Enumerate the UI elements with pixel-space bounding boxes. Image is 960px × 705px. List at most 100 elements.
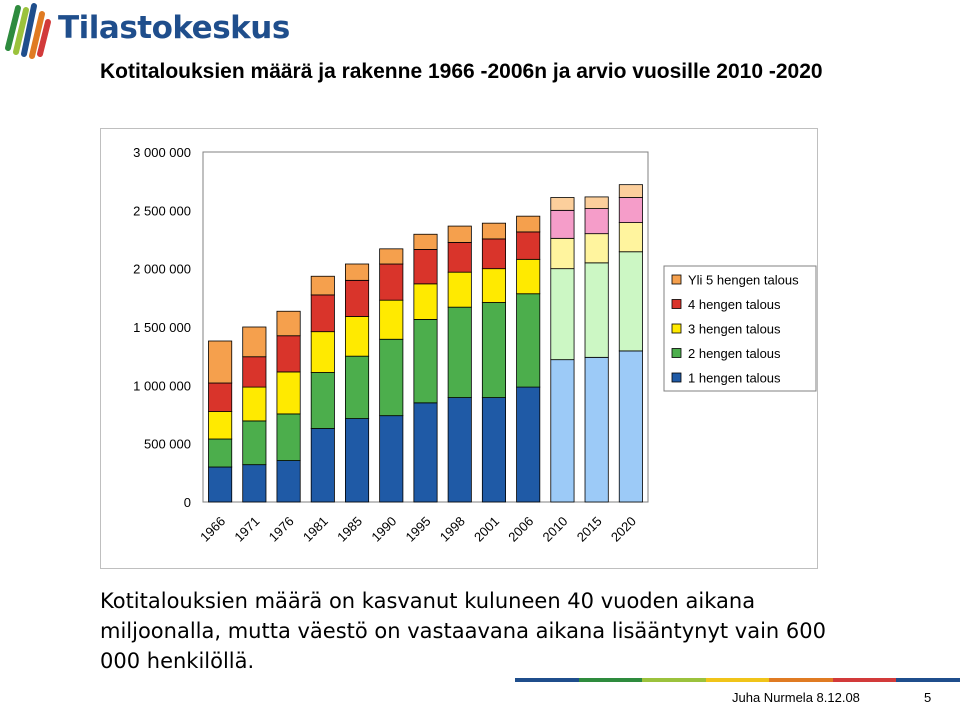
y-tick-label: 0 [184,495,191,510]
bar-segment [310,294,335,333]
bar-segment [208,438,233,468]
legend-label: Yli 5 hengen talous [688,273,799,288]
bar-segment [516,293,541,388]
footer-bar-segment [642,678,706,682]
bar-segment [379,338,404,417]
bar-segment [481,222,507,240]
bar-segment [550,197,575,211]
legend-box [663,265,817,392]
x-tick-label: 2010 [539,514,570,545]
stacked-bar-chart: 0 500 000 1 000 000 1 500 000 2 000 000 2 500… [133,145,817,545]
bar-segment [208,466,233,503]
bar-segment [550,268,575,361]
bar-segment [242,420,267,466]
legend-label: 1 hengen talous [688,371,781,386]
y-tick-label: 500 000 [144,437,191,452]
tilastokeskus-logo-icon [5,3,51,59]
bar-segment [208,382,233,412]
tilastokeskus-logo: Tilastokeskus [0,0,290,62]
logo-text: Tilastokeskus [58,10,290,46]
bar-segment [516,215,541,233]
bar-segment [584,262,609,358]
legend-label: 3 hengen talous [688,322,781,337]
x-tick-label: 1998 [437,514,468,545]
bar-segment [344,418,370,503]
x-tick-label: 1990 [368,514,399,545]
y-tick-label: 2 500 000 [133,203,191,218]
y-tick-label: 1 000 000 [133,378,191,393]
bar-segment [584,196,609,209]
footer-bar-segment [832,678,897,682]
bar-segment [242,464,267,503]
bar-segment [516,386,541,503]
legend-swatch [671,348,682,358]
bar-segment [481,268,507,303]
y-tick-label: 2 000 000 [133,262,191,277]
footer-author-date: Juha Nurmela 8.12.08 [732,690,860,705]
bar-segment [584,356,609,503]
x-tick-label: 1985 [334,514,365,545]
bar-segment [550,209,575,239]
slide-title: Kotitalouksien määrä ja rakenne 1966 -20… [100,60,823,83]
legend-swatch [671,323,682,334]
bar-segment [344,316,370,357]
bar-segment [413,402,438,503]
bar-segment [618,222,643,253]
legend-label: 2 hengen talous [688,346,781,361]
footer-color-bar [515,678,960,682]
bar-segment [208,411,233,440]
x-tick-label: 1981 [300,514,331,545]
bar-segment [379,263,404,301]
footer-bar-segment [705,678,770,682]
bar-segment [447,397,472,503]
x-tick-label: 1971 [231,514,262,545]
bar-segment [413,283,438,320]
bar-segment [618,184,643,198]
page-number: 5 [924,690,932,705]
bar-segment [618,350,643,503]
footer-bar-segment [769,678,833,682]
bar-segment [242,386,267,422]
bar-segment [208,340,233,384]
y-tick-label: 3 000 000 [133,145,191,160]
legend-swatch [671,274,682,285]
y-tick-label: 1 500 000 [133,320,191,335]
bar-segment [584,208,609,235]
bar-segment [242,326,267,358]
bar-segment [242,356,267,388]
bar-segment [344,263,370,281]
bar-segment [516,231,541,260]
body-text: Kotitalouksien määrä on kasvanut kulunee… [100,589,826,673]
bar-segment [584,233,609,264]
bar-segment [447,306,472,398]
bar-segment [481,302,507,398]
legend-label: 4 hengen talous [688,297,781,312]
x-tick-label: 2006 [505,514,536,545]
x-tick-label: 1966 [197,514,228,545]
legend-swatch [671,372,682,383]
bar-segment [379,299,404,340]
bar-segment [276,460,301,503]
legend-swatch [671,299,682,309]
bar-segment [276,413,301,461]
bar-segment [481,238,507,270]
x-tick-label: 2015 [574,514,605,545]
bar-segment [344,279,370,317]
bar-segment [379,415,404,503]
bar-segment [276,310,301,337]
bar-segment [413,249,438,285]
bar-segment [310,428,335,503]
bar-segment [447,271,472,308]
bar-segment [618,197,643,223]
bar-segment [413,233,438,250]
bar-segment [379,248,404,265]
bar-segment [516,258,541,295]
bar-segment [276,371,301,415]
x-tick-label: 2001 [471,514,502,545]
footer-bar-segment [578,678,643,682]
bar-segment [618,251,643,352]
bar-segment [310,331,335,373]
bar-segment [310,372,335,429]
footer-bar-segment [896,678,960,682]
bar-segment [310,275,335,296]
